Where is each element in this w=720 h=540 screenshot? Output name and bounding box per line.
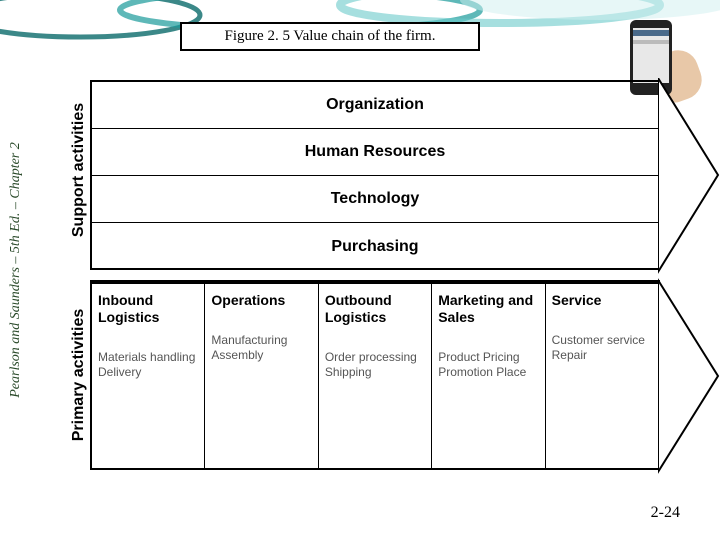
primary-sub: Order processing Shipping	[325, 350, 425, 381]
primary-title: Outbound Logistics	[325, 292, 425, 326]
primary-block: Inbound Logistics Materials handling Del…	[90, 280, 660, 470]
figure-title: Figure 2. 5 Value chain of the firm.	[180, 22, 480, 51]
support-activities-label: Support activities	[70, 80, 88, 260]
primary-sub: Customer service Repair	[552, 333, 652, 364]
primary-sub: Product Pricing Promotion Place	[438, 350, 538, 381]
page-number: 2-24	[651, 504, 680, 522]
primary-title: Marketing and Sales	[438, 292, 538, 326]
value-chain-diagram: Support activities Primary activities Or…	[50, 80, 690, 480]
phone-bar	[633, 40, 669, 44]
arrow-icon	[658, 78, 720, 478]
primary-title: Service	[552, 292, 652, 309]
primary-sub: Materials handling Delivery	[98, 350, 198, 381]
primary-col-service: Service Customer service Repair	[546, 284, 658, 468]
primary-activities-label: Primary activities	[70, 285, 88, 465]
support-block: Organization Human Resources Technology …	[90, 80, 660, 270]
primary-col-inbound: Inbound Logistics Materials handling Del…	[92, 284, 205, 468]
primary-col-operations: Operations Manufacturing Assembly	[205, 284, 318, 468]
phone-screen	[633, 28, 669, 83]
primary-title: Operations	[211, 292, 311, 309]
primary-title: Inbound Logistics	[98, 292, 198, 326]
primary-sub: Manufacturing Assembly	[211, 333, 311, 364]
side-citation: Pearlson and Saunders – 5th Ed. – Chapte…	[8, 120, 24, 420]
primary-col-outbound: Outbound Logistics Order processing Ship…	[319, 284, 432, 468]
support-row-hr: Human Resources	[92, 129, 658, 176]
phone-bar	[633, 30, 669, 36]
support-row-organization: Organization	[92, 82, 658, 129]
primary-col-marketing: Marketing and Sales Product Pricing Prom…	[432, 284, 545, 468]
support-row-purchasing: Purchasing	[92, 223, 658, 270]
support-row-technology: Technology	[92, 176, 658, 223]
